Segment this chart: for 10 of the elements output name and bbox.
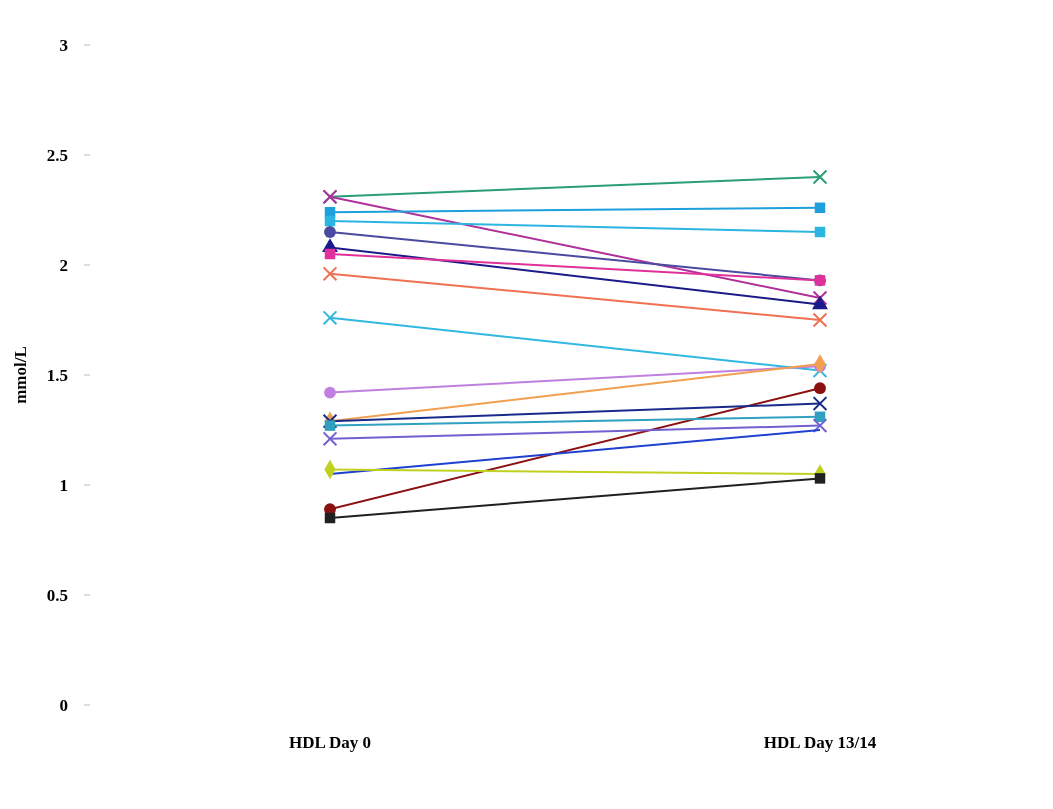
y-tick-label: 1.5 <box>46 365 68 385</box>
y-tick-label: 2.5 <box>46 145 68 165</box>
y-tick-label: 1 <box>59 475 68 495</box>
y-axis-title: mmol/L <box>11 346 30 404</box>
y-tick-label: 0 <box>59 695 68 715</box>
y-tick-label: 3 <box>59 35 68 55</box>
x-tick-label: HDL Day 0 <box>288 733 372 752</box>
y-tick-label: 2 <box>59 255 68 275</box>
y-tick-label: 0.5 <box>46 585 68 605</box>
x-tick-label: HDL Day 13/14 <box>763 733 877 752</box>
